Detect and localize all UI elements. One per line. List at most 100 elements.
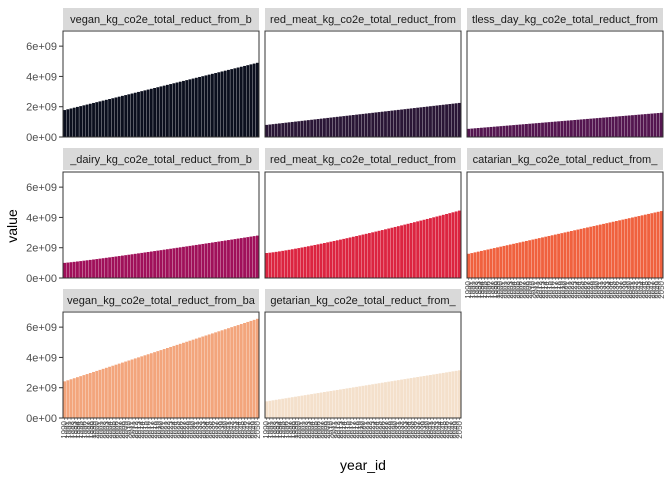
bar <box>541 122 544 137</box>
bar <box>618 220 622 278</box>
bar <box>265 401 269 418</box>
x-tick-label: 2028 <box>586 280 595 298</box>
bar <box>364 385 368 418</box>
bar <box>441 214 445 278</box>
x-tick-label: 2006 <box>314 420 323 438</box>
x-tick-label: 2035 <box>407 420 416 438</box>
x-tick-label: 2034 <box>403 420 412 438</box>
x-tick-label: 2012 <box>535 280 544 298</box>
facet-strip-label: vegan_kg_co2e_total_reduct_from_b <box>70 14 252 26</box>
bar <box>412 108 416 137</box>
x-tick-label: 2021 <box>160 420 169 438</box>
bar <box>515 124 519 137</box>
bar <box>659 112 663 137</box>
bar <box>214 242 218 278</box>
bar <box>268 124 272 137</box>
bar <box>63 262 67 278</box>
bar <box>175 344 179 418</box>
x-tick-label: 2011 <box>128 420 137 438</box>
bar <box>310 394 314 418</box>
x-tick-label: 2025 <box>375 420 384 438</box>
bar <box>374 231 378 278</box>
x-tick-label: 2034 <box>605 280 614 298</box>
x-tick-label: 1995 <box>480 280 489 298</box>
x-tick-label: 2031 <box>596 280 605 298</box>
x-tick-label: 2024 <box>573 280 582 298</box>
bar <box>611 116 615 137</box>
bar <box>121 362 124 418</box>
bar <box>445 213 448 278</box>
x-tick-label: 1996 <box>483 280 492 298</box>
bar <box>541 237 544 278</box>
bar <box>230 69 234 137</box>
facet-strip <box>63 8 259 30</box>
x-tick-label: 2012 <box>131 420 140 438</box>
x-tick-label: 2015 <box>140 420 149 438</box>
facet-strip <box>63 148 259 170</box>
x-tick-label: 2026 <box>176 420 185 438</box>
x-tick-label: 2022 <box>567 280 576 298</box>
bar <box>656 113 660 137</box>
bar <box>201 336 205 418</box>
x-tick-label: 2023 <box>368 420 377 438</box>
facet-strip-label: vegan_kg_co2e_total_reduct_from_ba <box>67 295 256 307</box>
bar <box>627 218 631 278</box>
bar <box>335 389 339 418</box>
x-tick-label: 2038 <box>416 420 425 438</box>
bar <box>159 250 163 278</box>
bar <box>227 328 230 418</box>
x-tick-label: 2008 <box>522 280 531 298</box>
facet-strip <box>467 148 663 170</box>
bar <box>345 388 349 418</box>
bar <box>473 252 477 278</box>
x-tick-label: 2005 <box>512 280 521 298</box>
bar <box>473 128 477 137</box>
bar <box>566 231 570 278</box>
bar <box>300 247 304 278</box>
bar <box>496 247 499 278</box>
bar <box>380 382 384 418</box>
bar <box>111 365 115 418</box>
panel-border <box>62 30 260 138</box>
bar <box>239 324 243 418</box>
x-tick-label: 2000 <box>92 420 101 438</box>
bar <box>233 326 237 418</box>
x-tick-label: 2028 <box>182 420 191 438</box>
bar <box>69 379 73 418</box>
x-tick-label: 2013 <box>538 280 547 298</box>
bar <box>297 248 301 278</box>
x-tick-label: 2047 <box>647 280 656 298</box>
x-tick-label: 1996 <box>79 420 88 438</box>
x-tick-label: 2033 <box>198 420 207 438</box>
bar <box>557 233 561 278</box>
bar <box>204 243 208 278</box>
bar <box>133 358 137 418</box>
bar <box>406 223 410 278</box>
bar <box>361 113 365 137</box>
x-tick-label: 2040 <box>221 420 230 438</box>
bar <box>470 128 474 137</box>
bar <box>323 243 326 278</box>
bar <box>326 117 330 137</box>
bar <box>419 376 423 418</box>
bar <box>194 244 198 278</box>
bar <box>621 219 625 278</box>
x-tick-label: 2040 <box>423 420 432 438</box>
bar <box>143 355 147 418</box>
bar <box>605 117 609 137</box>
x-tick-label: 1999 <box>89 420 98 438</box>
bar <box>416 221 420 278</box>
bar <box>332 240 336 278</box>
bar <box>393 226 397 278</box>
bar <box>432 105 436 137</box>
bar <box>204 335 208 418</box>
bar <box>101 100 105 137</box>
bar <box>502 125 506 137</box>
x-tick-label: 2009 <box>121 420 130 438</box>
bar <box>367 233 371 278</box>
bar <box>358 114 362 137</box>
bar <box>127 360 131 418</box>
bar <box>268 252 272 278</box>
facet-panel: catarian_kg_co2e_total_reduct_from_19901… <box>464 148 666 299</box>
x-tick-label: 2050 <box>455 420 464 438</box>
